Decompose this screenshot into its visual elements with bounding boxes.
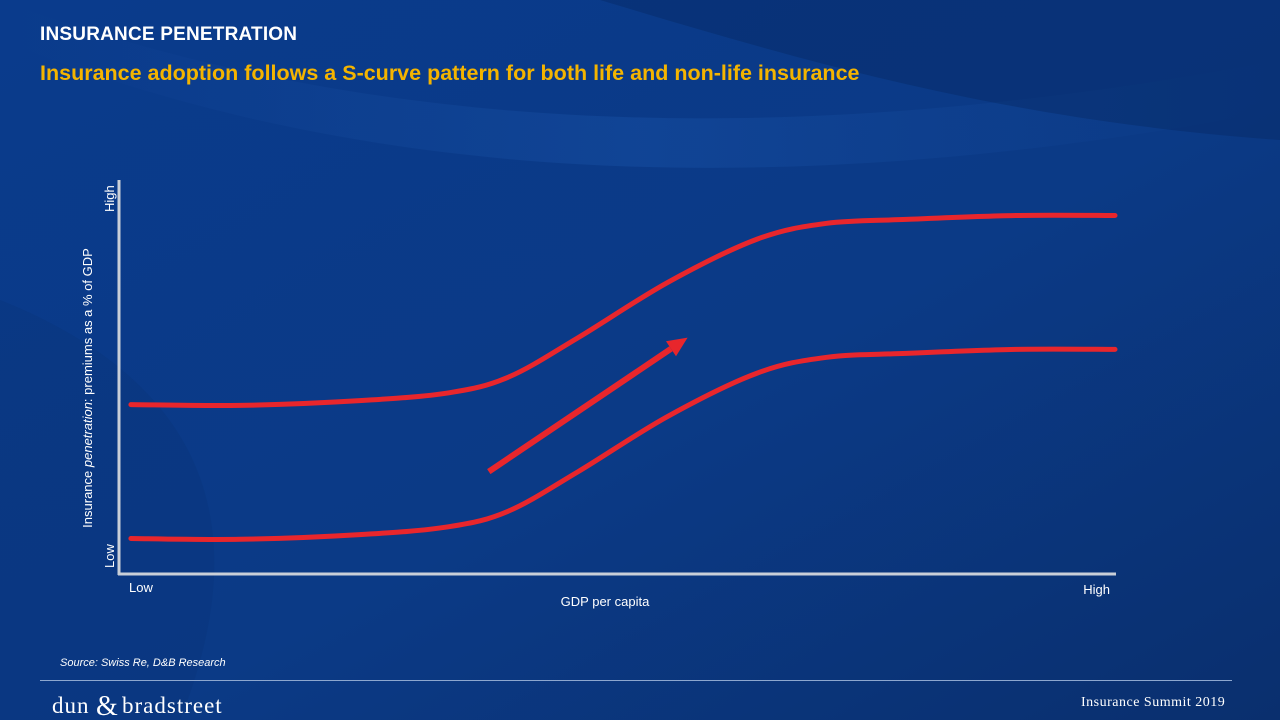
slide-title: Insurance adoption follows a S-curve pat… xyxy=(40,61,860,85)
y-tick-high: High xyxy=(102,185,117,212)
dun-bradstreet-logo: dun & bradstreet xyxy=(52,691,223,720)
logo-text-bradstreet: bradstreet xyxy=(122,693,223,718)
y-tick-low: Low xyxy=(102,544,117,568)
x-tick-low: Low xyxy=(129,580,153,595)
curves-layer xyxy=(128,212,1118,543)
section-heading: INSURANCE PENETRATION xyxy=(40,24,298,45)
source-note: Source: Swiss Re, D&B Research xyxy=(60,657,226,669)
y-axis-title: Insurance penetration: premiums as a % o… xyxy=(80,248,95,528)
s-curve-lower xyxy=(128,346,1118,543)
logo-text-dun: dun xyxy=(52,693,90,718)
footer-divider xyxy=(40,680,1232,681)
growth-arrow-head xyxy=(666,337,688,357)
x-axis-title: GDP per capita xyxy=(561,594,650,609)
x-tick-high: High xyxy=(1083,582,1110,597)
s-curve-upper xyxy=(128,212,1118,409)
logo-ampersand: & xyxy=(96,691,118,720)
event-name: Insurance Summit 2019 xyxy=(1081,695,1226,710)
growth-arrow-shaft xyxy=(487,346,673,475)
